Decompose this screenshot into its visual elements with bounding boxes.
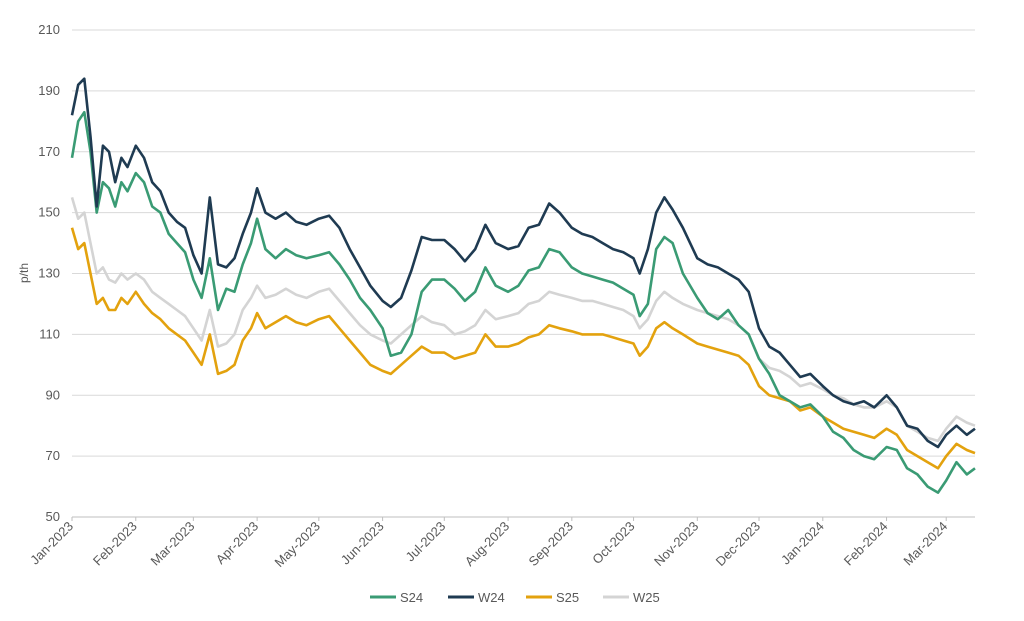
x-tick-label: Apr-2023 [213,519,261,567]
y-tick-label: 90 [46,387,60,402]
x-tick-label: Jan-2024 [778,519,827,568]
y-tick-label: 150 [38,205,60,220]
x-tick-label: Nov-2023 [651,519,701,569]
x-tick-label: Feb-2023 [90,519,140,569]
y-tick-label: 70 [46,448,60,463]
x-tick-label: Feb-2024 [841,519,891,569]
series-line-w25 [70,197,976,443]
x-tick-label: Oct-2023 [589,519,637,567]
legend-label-s24: S24 [400,590,423,605]
y-tick-label: 110 [39,326,60,341]
y-tick-label: 210 [38,22,60,37]
legend-label-w25: W25 [633,590,660,605]
x-axis-tick-labels: Jan-2023 Feb-2023 Mar-2023 Apr-2023 May-2023… [27,517,950,570]
legend-label-w24: W24 [478,590,505,605]
x-tick-label: Mar-2023 [148,519,198,569]
x-tick-label: Jun-2023 [338,519,387,568]
x-tick-label: May-2023 [271,519,322,570]
x-tick-label: Aug-2023 [462,519,512,569]
series-line-w24 [70,77,976,449]
series-lines [70,77,976,494]
gridlines [72,29,975,457]
y-tick-label: 190 [38,83,60,98]
legend: S24 W24 S25 W25 [370,590,660,605]
series-line-s24 [70,110,976,494]
series-line-s25 [70,227,976,470]
y-tick-label: 130 [38,266,60,281]
y-tick-label: 170 [38,144,60,159]
x-tick-label: Mar-2024 [900,519,950,569]
x-tick-label: Jan-2023 [27,519,76,568]
y-axis-tick-labels: 50 70 90 110 130 150 170 190 210 [38,22,60,524]
x-tick-label: Dec-2023 [713,519,763,569]
x-tick-label: Jul-2023 [403,519,449,565]
x-tick-label: Sep-2023 [525,519,575,569]
y-tick-label: 50 [46,509,60,524]
y-axis-title: p/th [17,263,31,283]
legend-label-s25: S25 [556,590,579,605]
